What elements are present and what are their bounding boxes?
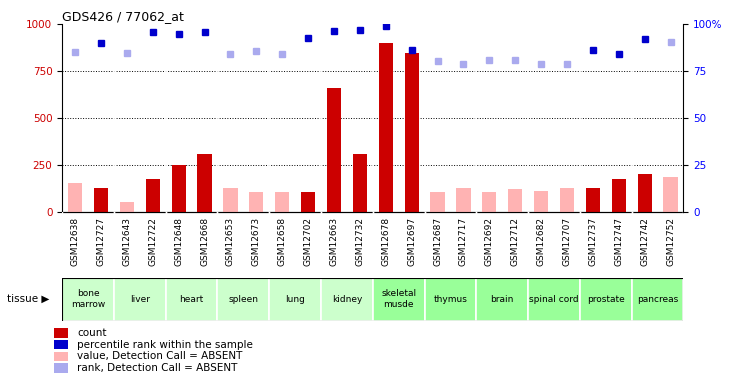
Text: GSM12707: GSM12707	[562, 217, 572, 266]
Bar	[456, 188, 471, 212]
Text: GSM12692: GSM12692	[485, 217, 494, 266]
Bar	[54, 328, 68, 338]
Text: heart: heart	[179, 295, 204, 304]
Text: kidney: kidney	[332, 295, 362, 304]
Text: GSM12663: GSM12663	[330, 217, 338, 266]
Text: count: count	[77, 328, 107, 338]
Bar	[560, 188, 574, 212]
Bar	[197, 154, 212, 212]
Bar	[477, 278, 528, 321]
Bar	[62, 278, 114, 321]
Text: GSM12702: GSM12702	[303, 217, 313, 266]
Bar	[580, 278, 632, 321]
Text: GDS426 / 77062_at: GDS426 / 77062_at	[62, 10, 184, 23]
Text: GSM12752: GSM12752	[666, 217, 675, 266]
Text: GSM12747: GSM12747	[614, 217, 624, 266]
Bar	[54, 363, 68, 373]
Text: brain: brain	[491, 295, 514, 304]
Bar	[301, 192, 315, 212]
Bar	[321, 278, 373, 321]
Bar	[379, 43, 393, 212]
Text: GSM12682: GSM12682	[537, 217, 545, 266]
Text: GSM12648: GSM12648	[174, 217, 183, 266]
Bar	[373, 278, 425, 321]
Bar	[327, 88, 341, 212]
Bar	[166, 278, 218, 321]
Text: pancreas: pancreas	[637, 295, 678, 304]
Text: thymus: thymus	[433, 295, 467, 304]
Text: lung: lung	[285, 295, 305, 304]
Text: GSM12717: GSM12717	[459, 217, 468, 266]
Bar	[275, 192, 289, 212]
Text: bone
marrow: bone marrow	[71, 290, 105, 309]
Bar	[632, 278, 683, 321]
Text: GSM12722: GSM12722	[148, 217, 157, 266]
Bar	[586, 188, 600, 212]
Bar	[353, 154, 367, 212]
Text: GSM12678: GSM12678	[382, 217, 390, 266]
Bar	[68, 183, 82, 212]
Text: GSM12658: GSM12658	[278, 217, 287, 266]
Text: spleen: spleen	[228, 295, 258, 304]
Bar	[534, 191, 548, 212]
Bar	[223, 188, 238, 212]
Text: spinal cord: spinal cord	[529, 295, 579, 304]
Bar	[528, 278, 580, 321]
Bar	[482, 192, 496, 212]
Text: GSM12732: GSM12732	[355, 217, 364, 266]
Text: rank, Detection Call = ABSENT: rank, Detection Call = ABSENT	[77, 363, 238, 373]
Bar	[120, 202, 134, 212]
Text: tissue ▶: tissue ▶	[7, 294, 50, 304]
Bar	[404, 53, 419, 212]
Text: GSM12653: GSM12653	[226, 217, 235, 266]
Text: liver: liver	[130, 295, 150, 304]
Bar	[431, 192, 444, 212]
Bar	[114, 278, 166, 321]
Text: GSM12687: GSM12687	[433, 217, 442, 266]
Text: prostate: prostate	[587, 295, 625, 304]
Bar	[664, 177, 678, 212]
Text: skeletal
musde: skeletal musde	[381, 290, 416, 309]
Bar	[172, 165, 186, 212]
Bar	[145, 179, 160, 212]
Bar	[94, 188, 108, 212]
Bar	[269, 278, 321, 321]
Text: percentile rank within the sample: percentile rank within the sample	[77, 339, 253, 350]
Text: GSM12668: GSM12668	[200, 217, 209, 266]
Text: GSM12712: GSM12712	[511, 217, 520, 266]
Text: GSM12643: GSM12643	[122, 217, 132, 266]
Bar	[508, 189, 523, 212]
Bar	[54, 352, 68, 361]
Bar	[54, 340, 68, 349]
Text: GSM12727: GSM12727	[96, 217, 105, 266]
Bar	[218, 278, 269, 321]
Text: value, Detection Call = ABSENT: value, Detection Call = ABSENT	[77, 351, 243, 361]
Text: GSM12673: GSM12673	[251, 217, 261, 266]
Text: GSM12638: GSM12638	[71, 217, 80, 266]
Bar	[249, 192, 263, 212]
Bar	[637, 174, 652, 212]
Bar	[612, 179, 626, 212]
Bar	[425, 278, 477, 321]
Text: GSM12737: GSM12737	[588, 217, 597, 266]
Text: GSM12742: GSM12742	[640, 217, 649, 266]
Text: GSM12697: GSM12697	[407, 217, 416, 266]
